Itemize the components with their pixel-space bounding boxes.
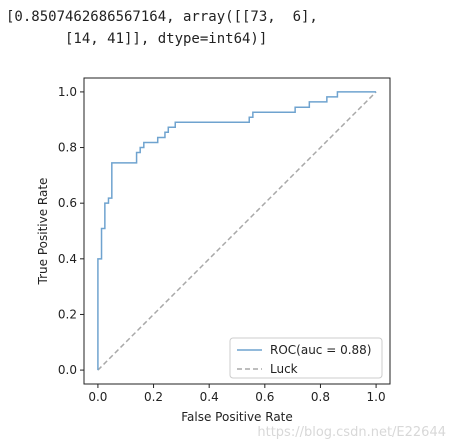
x-tick-label: 0.4 <box>200 390 219 404</box>
legend: ROC(auc = 0.88) Luck <box>229 337 383 379</box>
x-tick-label: 0.0 <box>88 390 107 404</box>
x-tick-label: 0.2 <box>144 390 163 404</box>
y-tick-label: 0.2 <box>58 307 77 321</box>
legend-box <box>229 337 383 379</box>
console-output: [0.8507462686567164, array([[73, 6], [14… <box>6 6 318 50</box>
series-layer <box>97 91 377 371</box>
roc-curve-line <box>97 91 377 371</box>
x-tick-label: 1.0 <box>367 390 386 404</box>
x-tick-label: 0.8 <box>311 390 330 404</box>
luck-diagonal-line <box>97 91 377 371</box>
y-tick-label: 1.0 <box>58 85 77 99</box>
legend-luck-label: Luck <box>270 362 298 376</box>
y-tick-label: 0.0 <box>58 363 77 377</box>
y-tick-label: 0.4 <box>58 252 77 266</box>
console-output-line-1: [0.8507462686567164, array([[73, 6], <box>6 9 318 25</box>
y-tick-label: 0.6 <box>58 196 77 210</box>
y-tick-label: 0.8 <box>58 141 77 155</box>
x-axis-label: False Positive Rate <box>181 410 293 424</box>
legend-roc-label: ROC(auc = 0.88) <box>270 343 371 357</box>
y-axis-label: True Positive Rate <box>36 178 50 286</box>
x-tick-label: 0.6 <box>255 390 274 404</box>
console-output-line-2: [14, 41]], dtype=int64)] <box>6 31 268 47</box>
ticks-layer: 0.0 0.2 0.4 0.6 0.8 1.0 0.0 0.2 0.4 0.6 0.8 1.0 <box>58 85 386 404</box>
watermark-text: https://blog.csdn.net/E22644 <box>257 425 446 440</box>
